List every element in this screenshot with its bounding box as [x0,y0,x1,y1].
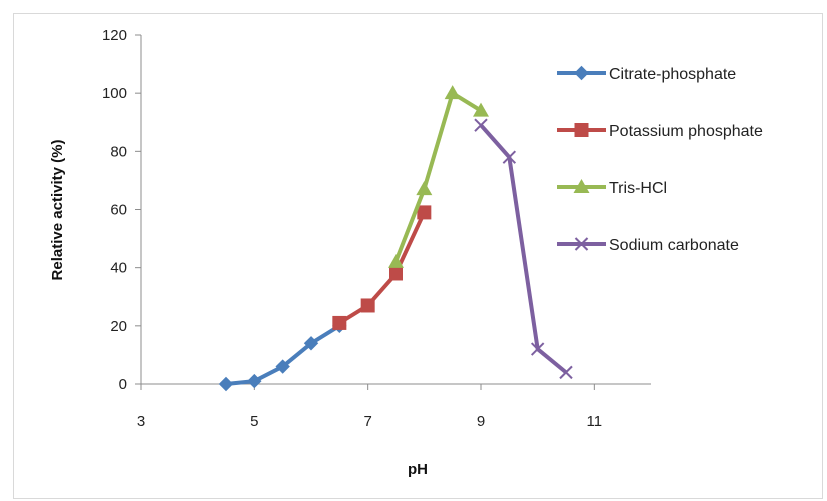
data-point [275,359,290,374]
data-point [502,150,517,164]
legend: Citrate-phosphate Potassium phosphate Tris… [557,65,763,254]
y-tick-label: 40 [110,260,127,277]
x-tick-label: 3 [137,413,145,430]
y-tick-label: 120 [102,27,127,44]
data-point [417,205,432,220]
y-tick-label: 20 [110,318,127,335]
y-ticks: 0 20 40 60 80 100 120 [102,27,141,393]
series-line [479,123,568,374]
legend-label: Citrate-phosphate [609,66,736,83]
legend-label: Tris-HCl [609,180,667,197]
legend-label: Potassium phosphate [609,123,763,140]
data-point [303,336,319,351]
data-point [444,85,461,100]
data-point [332,315,347,330]
legend-item: Tris-HCl [557,179,667,197]
x-tick-label: 9 [477,413,485,430]
series-line [225,324,341,386]
series-tris-hcl [388,85,489,268]
series-citrate-phosphate [218,318,347,392]
x-tick-label: 11 [587,413,603,430]
data-point [360,298,375,313]
legend-label: Sodium carbonate [609,237,739,254]
data-point [389,266,403,281]
y-tick-label: 100 [102,85,127,102]
legend-marker [574,123,589,137]
legend-item: Potassium phosphate [557,123,763,140]
y-tick-label: 0 [119,376,127,393]
chart-frame [13,13,823,499]
data-point [416,181,433,196]
data-point [473,102,489,117]
y-tick-label: 80 [110,143,127,160]
data-point [247,373,262,389]
series-potassium-phosphate [332,205,432,330]
x-axis-title: pH [408,461,428,478]
series-line [394,91,483,263]
series-sodium-carbonate [474,118,573,380]
legend-item: Citrate-phosphate [557,65,736,83]
data-point [559,365,573,380]
x-tick-label: 7 [363,413,371,430]
legend-item: Sodium carbonate [557,237,739,254]
data-point [474,118,488,132]
legend-marker [574,65,589,81]
y-axis-title: Relative activity (%) [49,140,66,281]
x-tick-label: 5 [250,413,258,430]
y-tick-label: 60 [110,202,127,219]
data-point [218,376,234,392]
legend-marker [574,237,589,251]
series-line [338,211,427,325]
x-ticks: 3 5 7 9 11 [137,384,602,430]
data-point [530,342,545,356]
axes [140,35,651,385]
legend-marker [573,179,590,193]
data-point [388,253,404,268]
series-group [218,85,573,392]
